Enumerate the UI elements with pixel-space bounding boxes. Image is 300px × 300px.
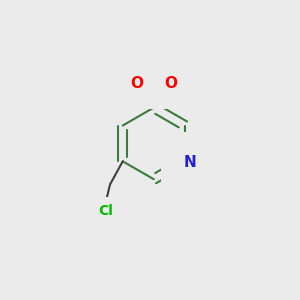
Text: N: N [184,155,196,170]
Text: O: O [130,76,143,91]
Text: S: S [148,76,159,91]
Text: Cl: Cl [98,204,113,218]
Text: O: O [165,76,178,91]
